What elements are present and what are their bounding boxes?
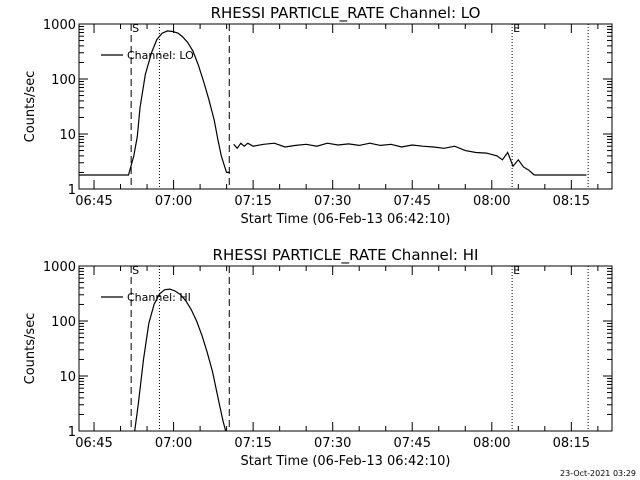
y-axis-label: Counts/sec [23, 313, 38, 385]
plot-frame [78, 23, 613, 190]
y-tick-label: 10 [59, 128, 76, 143]
y-tick-label: 1 [68, 183, 76, 198]
plot-frame [78, 265, 613, 432]
x-tick-label: 08:00 [473, 194, 510, 209]
x-tick-label: 07:15 [234, 194, 271, 209]
x-tick-label: 06:45 [75, 194, 112, 209]
x-tick-label: 07:45 [394, 194, 431, 209]
footer-timestamp: 23-Oct-2021 03:29 [560, 469, 636, 478]
y-tick-label: 10 [59, 370, 76, 385]
end-marker-label: E [513, 22, 520, 35]
y-tick-label: 100 [51, 315, 76, 330]
x-tick-label: 08:00 [473, 436, 510, 451]
y-tick-label: 1000 [43, 18, 76, 33]
x-tick-label: 07:30 [314, 436, 351, 451]
y-tick-label: 1000 [43, 260, 76, 275]
series-line-channel-lo [79, 30, 231, 176]
y-tick-label: 1 [68, 425, 76, 440]
series-line-channel-lo [233, 142, 535, 176]
x-axis-label: Start Time (06-Feb-13 06:42:10) [241, 454, 451, 469]
chart-title: RHESSI PARTICLE_RATE Channel: HI [213, 246, 479, 265]
end-marker-label: E [513, 264, 520, 277]
series-line-channel-hi [134, 288, 227, 432]
x-tick-label: 07:00 [155, 194, 192, 209]
start-marker-label: S [132, 264, 139, 277]
x-tick-label: 07:30 [314, 194, 351, 209]
legend-entry: Channel: LO [127, 49, 194, 62]
x-tick-label: 08:15 [553, 194, 590, 209]
x-axis-label: Start Time (06-Feb-13 06:42:10) [241, 212, 451, 227]
chart-title: RHESSI PARTICLE_RATE Channel: LO [211, 4, 481, 23]
legend-entry: Channel: HI [127, 291, 191, 304]
y-tick-label: 100 [51, 73, 76, 88]
x-tick-label: 08:15 [553, 436, 590, 451]
y-axis-label: Counts/sec [23, 71, 38, 143]
x-tick-label: 07:15 [234, 436, 271, 451]
x-tick-label: 07:45 [394, 436, 431, 451]
x-tick-label: 07:00 [155, 436, 192, 451]
start-marker-label: S [132, 22, 139, 35]
x-tick-label: 06:45 [75, 436, 112, 451]
